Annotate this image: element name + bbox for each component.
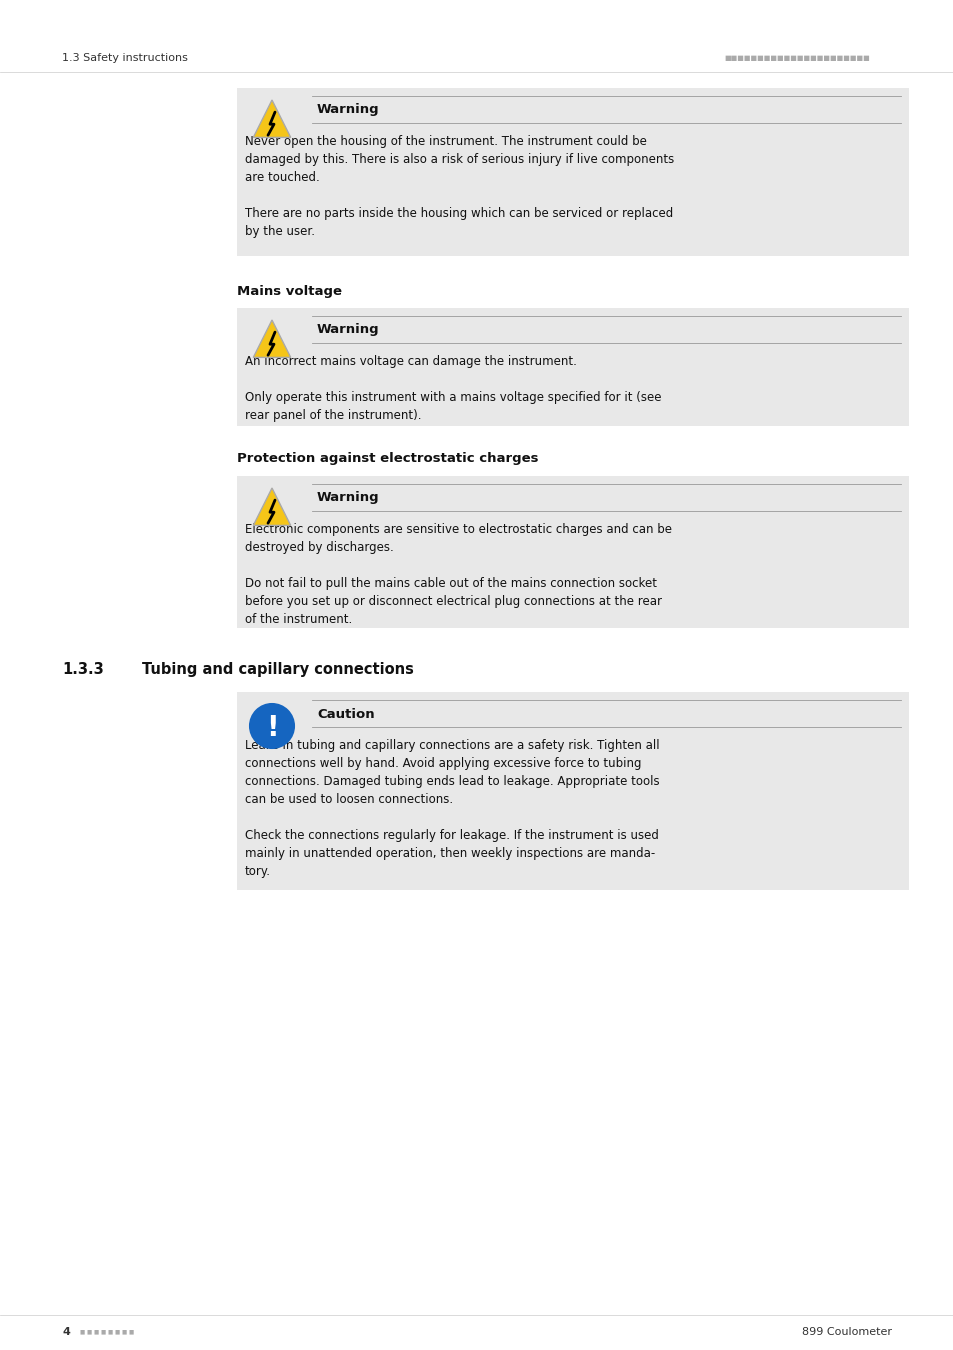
Text: 1.3.3: 1.3.3	[62, 662, 104, 676]
Text: Protection against electrostatic charges: Protection against electrostatic charges	[236, 452, 537, 464]
Text: Leaks in tubing and capillary connections are a safety risk. Tighten all
connect: Leaks in tubing and capillary connection…	[245, 738, 659, 878]
Text: ■■■■■■■■■■■■■■■■■■■■■■: ■■■■■■■■■■■■■■■■■■■■■■	[723, 55, 869, 61]
Text: Warning: Warning	[316, 104, 379, 116]
Polygon shape	[253, 487, 291, 525]
FancyBboxPatch shape	[236, 477, 908, 628]
Text: Mains voltage: Mains voltage	[236, 285, 341, 298]
Polygon shape	[253, 320, 291, 358]
Text: 4: 4	[62, 1327, 70, 1336]
Text: 1.3 Safety instructions: 1.3 Safety instructions	[62, 53, 188, 63]
FancyBboxPatch shape	[236, 88, 908, 256]
Text: Tubing and capillary connections: Tubing and capillary connections	[142, 662, 414, 676]
Text: Caution: Caution	[316, 707, 375, 721]
FancyBboxPatch shape	[236, 308, 908, 427]
Text: Never open the housing of the instrument. The instrument could be
damaged by thi: Never open the housing of the instrument…	[245, 135, 674, 238]
Polygon shape	[253, 100, 291, 138]
Text: Warning: Warning	[316, 324, 379, 336]
Text: Electronic components are sensitive to electrostatic charges and can be
destroye: Electronic components are sensitive to e…	[245, 522, 671, 626]
Text: An incorrect mains voltage can damage the instrument.

Only operate this instrum: An incorrect mains voltage can damage th…	[245, 355, 660, 423]
Text: ■ ■ ■ ■ ■ ■ ■ ■: ■ ■ ■ ■ ■ ■ ■ ■	[80, 1330, 134, 1335]
Text: Warning: Warning	[316, 491, 379, 505]
Circle shape	[250, 703, 294, 748]
FancyBboxPatch shape	[236, 693, 908, 890]
Text: 899 Coulometer: 899 Coulometer	[801, 1327, 891, 1336]
Text: !: !	[265, 714, 278, 743]
